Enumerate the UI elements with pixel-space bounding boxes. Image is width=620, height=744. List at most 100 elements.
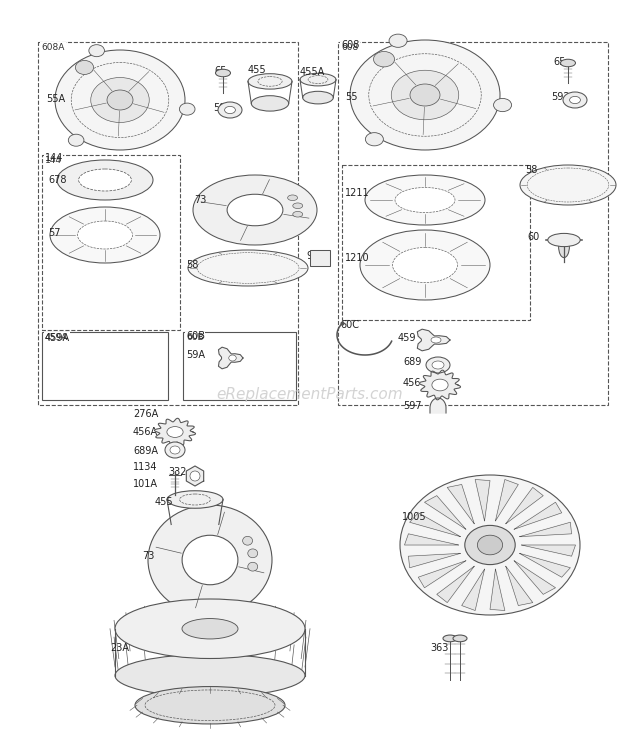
Text: 592: 592 — [213, 103, 232, 113]
Text: 23A: 23A — [110, 643, 129, 653]
Ellipse shape — [520, 165, 616, 205]
Ellipse shape — [548, 234, 580, 246]
Polygon shape — [447, 484, 474, 524]
Text: 59A: 59A — [186, 350, 205, 360]
Text: 456A: 456A — [133, 427, 158, 437]
Ellipse shape — [165, 442, 185, 458]
Ellipse shape — [229, 355, 236, 361]
Text: 1211: 1211 — [345, 188, 370, 198]
Ellipse shape — [68, 134, 84, 147]
Polygon shape — [495, 480, 518, 521]
Text: 73: 73 — [194, 195, 206, 205]
Text: 1134: 1134 — [133, 462, 157, 472]
Ellipse shape — [560, 60, 575, 67]
Text: 60C: 60C — [340, 320, 359, 330]
Ellipse shape — [350, 40, 500, 150]
Text: 456: 456 — [403, 378, 422, 388]
Text: 1210: 1210 — [345, 253, 370, 263]
Ellipse shape — [224, 106, 236, 114]
Text: 60B: 60B — [186, 331, 205, 341]
Polygon shape — [409, 554, 461, 568]
Ellipse shape — [188, 250, 308, 286]
Ellipse shape — [135, 687, 285, 724]
Ellipse shape — [170, 446, 180, 454]
Ellipse shape — [251, 96, 289, 111]
Ellipse shape — [453, 635, 467, 642]
Text: 608: 608 — [341, 43, 358, 52]
Polygon shape — [404, 533, 459, 545]
Bar — [42, 155, 180, 330]
Ellipse shape — [179, 103, 195, 115]
Polygon shape — [425, 496, 466, 529]
Text: 363: 363 — [430, 643, 448, 653]
Ellipse shape — [167, 491, 223, 508]
Text: 144: 144 — [45, 156, 62, 165]
Ellipse shape — [494, 98, 512, 112]
Text: 459: 459 — [398, 333, 417, 343]
Ellipse shape — [391, 70, 459, 120]
Text: 65: 65 — [553, 57, 565, 67]
Bar — [38, 42, 298, 405]
Ellipse shape — [373, 51, 394, 67]
Ellipse shape — [216, 69, 231, 77]
Text: 608A: 608A — [41, 43, 64, 52]
Ellipse shape — [242, 536, 252, 545]
Text: 689A: 689A — [133, 446, 158, 456]
Polygon shape — [506, 487, 543, 524]
Text: 60B: 60B — [186, 333, 203, 342]
Ellipse shape — [190, 471, 200, 481]
Text: 459A: 459A — [45, 333, 68, 342]
Polygon shape — [520, 522, 572, 536]
Ellipse shape — [248, 74, 292, 89]
Text: 1005: 1005 — [402, 512, 427, 522]
Ellipse shape — [227, 194, 283, 225]
Polygon shape — [490, 569, 505, 611]
Ellipse shape — [171, 516, 219, 533]
Bar — [310, 250, 330, 266]
Text: 946: 946 — [306, 251, 324, 261]
Text: eReplacementParts.com: eReplacementParts.com — [216, 388, 404, 403]
Polygon shape — [417, 329, 450, 351]
Ellipse shape — [78, 221, 133, 249]
Text: 73: 73 — [142, 551, 154, 561]
Ellipse shape — [288, 195, 298, 201]
Polygon shape — [521, 545, 575, 557]
Ellipse shape — [431, 337, 441, 343]
Ellipse shape — [443, 635, 457, 642]
Polygon shape — [430, 398, 446, 413]
Text: 55A: 55A — [46, 94, 65, 104]
Polygon shape — [418, 561, 466, 588]
Ellipse shape — [193, 175, 317, 245]
Ellipse shape — [167, 426, 183, 437]
Ellipse shape — [115, 599, 305, 658]
Polygon shape — [475, 480, 490, 521]
Ellipse shape — [410, 84, 440, 106]
Text: 144: 144 — [45, 153, 63, 163]
Text: 455: 455 — [248, 65, 267, 75]
Text: 60: 60 — [527, 232, 539, 242]
Text: 65: 65 — [214, 66, 226, 76]
Ellipse shape — [55, 50, 185, 150]
Ellipse shape — [89, 45, 104, 57]
Ellipse shape — [91, 77, 149, 123]
Ellipse shape — [79, 169, 131, 191]
Polygon shape — [218, 347, 243, 369]
Text: 332: 332 — [168, 467, 187, 477]
Ellipse shape — [218, 102, 242, 118]
Ellipse shape — [559, 236, 569, 257]
Text: 678: 678 — [48, 175, 66, 185]
Polygon shape — [154, 418, 195, 446]
Ellipse shape — [76, 60, 94, 74]
Text: 101A: 101A — [133, 479, 158, 489]
Text: 608: 608 — [341, 40, 360, 50]
Ellipse shape — [432, 361, 444, 369]
Polygon shape — [410, 513, 461, 536]
Polygon shape — [514, 502, 562, 529]
Text: 689: 689 — [403, 357, 422, 367]
Ellipse shape — [426, 357, 450, 373]
Text: 58: 58 — [186, 260, 198, 270]
Bar — [183, 332, 296, 400]
Ellipse shape — [248, 562, 258, 571]
Ellipse shape — [57, 160, 153, 200]
Polygon shape — [420, 371, 461, 400]
